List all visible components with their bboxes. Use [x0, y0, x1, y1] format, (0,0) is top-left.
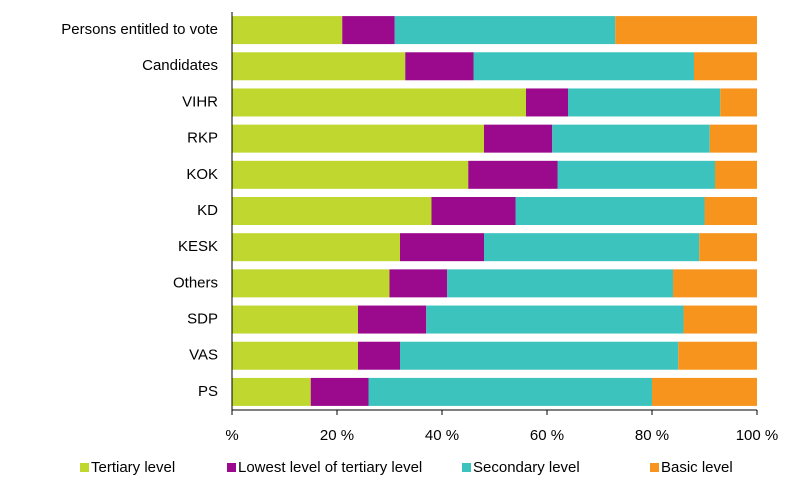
y-tick-label: VIHR	[182, 93, 218, 110]
bar-segment	[431, 197, 516, 225]
bar-segment	[342, 16, 395, 45]
bar-segment	[232, 377, 311, 406]
x-tick-label: 100 %	[736, 427, 779, 444]
bar-segment	[232, 341, 358, 370]
bar-segment	[709, 124, 757, 153]
bar-segment	[484, 124, 553, 153]
bar-segment	[389, 269, 448, 298]
bar-segment	[473, 52, 694, 81]
bar-segment	[715, 160, 757, 189]
legend-label: Secondary level	[473, 459, 580, 476]
bar-segment	[232, 124, 484, 153]
bar-segment	[232, 197, 432, 225]
bar-segment	[394, 16, 616, 45]
bar-segment	[447, 269, 673, 298]
bar-segment	[694, 52, 757, 81]
bar-segment	[358, 341, 400, 370]
bar-segment	[526, 88, 568, 117]
bar-segment	[405, 52, 474, 81]
bar-segment	[232, 88, 526, 117]
y-tick-label: KOK	[186, 166, 218, 183]
bar-segment	[232, 160, 469, 189]
bar-segment	[368, 377, 652, 406]
y-tick-label: VAS	[189, 347, 218, 364]
bar-segment	[400, 341, 679, 370]
bar-segment	[683, 305, 757, 334]
bar-segment	[568, 88, 721, 117]
bar-segment	[358, 305, 427, 334]
bar-segment	[557, 160, 715, 189]
legend-swatch	[462, 463, 471, 472]
bar-segment	[678, 341, 757, 370]
bar-segment	[720, 88, 757, 117]
x-tick-label: 20 %	[320, 427, 354, 444]
bar-segment	[615, 16, 757, 45]
y-tick-label: KESK	[178, 238, 218, 255]
legend-label: Basic level	[661, 459, 733, 476]
x-tick-label: %	[225, 427, 238, 444]
bar-segment	[310, 377, 369, 406]
bar-segment	[232, 305, 358, 334]
bar-segment	[673, 269, 757, 298]
bar-segment	[484, 233, 700, 262]
bar-segment	[400, 233, 484, 262]
y-tick-label: PS	[198, 383, 218, 400]
bar-segment	[232, 52, 406, 81]
y-tick-label: KD	[197, 202, 218, 219]
x-tick-label: 40 %	[425, 427, 459, 444]
y-tick-label: Persons entitled to vote	[61, 21, 218, 38]
legend-swatch	[80, 463, 89, 472]
bar-segment	[699, 233, 757, 262]
bar-segment	[552, 124, 710, 153]
legend-swatch	[227, 463, 236, 472]
x-tick-label: 60 %	[530, 427, 564, 444]
bar-segment	[515, 197, 705, 225]
bar-segment	[232, 233, 400, 262]
y-tick-label: Others	[173, 274, 218, 291]
legend-label: Lowest level of tertiary level	[238, 459, 422, 476]
legend-label: Tertiary level	[91, 459, 175, 476]
bar-segment	[232, 269, 390, 298]
x-tick-label: 80 %	[635, 427, 669, 444]
y-tick-label: RKP	[187, 130, 218, 147]
y-tick-label: Candidates	[142, 57, 218, 74]
bar-segment	[652, 377, 757, 406]
y-tick-label: SDP	[187, 311, 218, 328]
bar-segment	[704, 197, 757, 225]
bar-segment	[232, 16, 343, 45]
bar-segment	[468, 160, 558, 189]
bar-segment	[426, 305, 684, 334]
legend-swatch	[650, 463, 659, 472]
